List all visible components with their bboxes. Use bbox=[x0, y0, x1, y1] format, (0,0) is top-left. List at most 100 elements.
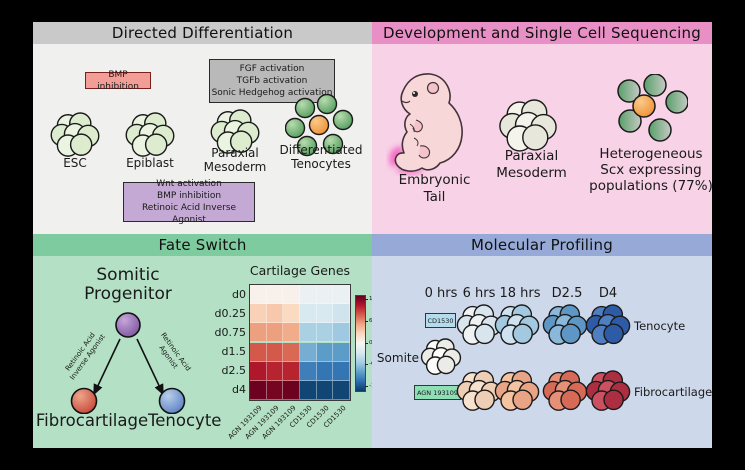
fibrocartilage-cell bbox=[70, 387, 98, 414]
quadrant-fate-switch: Fate Switch Somitic Progenitor bbox=[33, 234, 372, 448]
heatmap-cell bbox=[283, 304, 300, 324]
heatmap-cell bbox=[300, 342, 317, 362]
fibrocartilage-label: Fibrocartilage bbox=[35, 411, 149, 430]
cartilage-genes-heatmap: d0 d0.25 d0.75 d1.5 d2.5 d4 AGN 193109 AGN 1931… bbox=[33, 234, 372, 448]
embryo-mouth bbox=[401, 100, 411, 104]
colorbar-tick-label: 0 bbox=[369, 339, 372, 346]
timepoint-6hrs: 6 hrs bbox=[462, 286, 496, 301]
paraxial-mesoderm-label: Paraxial Mesoderm bbox=[496, 148, 567, 181]
heatmap-cell bbox=[250, 285, 267, 305]
somitic-progenitor-label: Somitic Progenitor bbox=[84, 265, 172, 304]
timepoint-d4: D4 bbox=[598, 286, 618, 301]
heatmap-cell bbox=[283, 323, 300, 343]
cell-cluster-graphic bbox=[542, 304, 588, 345]
heatmap-cell bbox=[283, 285, 300, 305]
embryo-eye-highlight bbox=[413, 92, 415, 94]
quadrant-directed-differentiation: Directed Differentiation BMP inhibition … bbox=[33, 22, 372, 234]
heatmap-cell bbox=[333, 380, 350, 400]
heatmap-cell bbox=[316, 285, 334, 305]
heatmap-row-label: d2.5 bbox=[221, 364, 246, 378]
fgf-activation-box: FGF activation TGFb activation Sonic Hed… bbox=[209, 59, 335, 103]
fibrocartilage-cluster-6hrs bbox=[456, 370, 502, 411]
cell-cluster-graphic bbox=[585, 304, 631, 345]
tenocyte-cluster-6hrs bbox=[456, 304, 502, 345]
graphical-abstract: Directed Differentiation BMP inhibition … bbox=[33, 22, 712, 448]
section-header-directed-differentiation: Directed Differentiation bbox=[33, 22, 372, 44]
section-header-fate-switch: Fate Switch bbox=[33, 234, 372, 256]
heatmap-cell bbox=[250, 342, 267, 362]
fibrocartilage-cluster-18hrs bbox=[494, 370, 540, 411]
cell-cluster-graphic bbox=[499, 99, 557, 152]
heatmap-row-label: d0 bbox=[232, 287, 246, 301]
fgf-box-line: Sonic Hedgehog activation bbox=[211, 88, 333, 98]
tenocyte-cluster-18hrs bbox=[494, 304, 540, 345]
colorbar-tick-mark bbox=[365, 298, 368, 300]
colorbar-tick-label: -6 bbox=[369, 361, 372, 368]
wnt-box-line: Wnt activation bbox=[156, 179, 222, 189]
heatmap-row-label: d1.5 bbox=[221, 345, 246, 359]
heatmap-cell bbox=[266, 323, 284, 343]
differentiated-tenocytes-ring bbox=[285, 94, 354, 157]
wnt-box-line: Retinoic Acid Inverse Agonist bbox=[141, 203, 237, 225]
heatmap-title: Cartilage Genes bbox=[249, 263, 351, 278]
heatmap-cell bbox=[316, 304, 334, 324]
section-title: Development and Single Cell Sequencing bbox=[383, 24, 701, 42]
fibrocartilage-cluster-d4 bbox=[585, 370, 631, 411]
fgf-box-line: TGFb activation bbox=[236, 76, 308, 86]
quadrant-molecular-profiling: Molecular Profiling 0 hrs 6 hrs 18 hrs D… bbox=[372, 234, 712, 448]
heterogeneous-population-ring bbox=[617, 74, 688, 142]
heatmap-cell bbox=[333, 304, 350, 324]
heatmap-row-label: d4 bbox=[232, 383, 246, 397]
embryo-ear bbox=[426, 81, 440, 95]
scx-positive-cell bbox=[308, 114, 330, 136]
heatmap-cell bbox=[266, 285, 284, 305]
section-header-development-sequencing: Development and Single Cell Sequencing bbox=[372, 22, 712, 44]
cell-cluster-graphic bbox=[494, 304, 540, 345]
embryonic-tail-label: Embryonic Tail bbox=[398, 172, 471, 205]
cell-cluster-graphic bbox=[456, 370, 502, 411]
heatmap-cell bbox=[333, 323, 350, 343]
tenocyte-label: Tenocyte bbox=[148, 411, 222, 430]
heatmap-cell bbox=[300, 285, 317, 305]
embryo-body bbox=[394, 73, 463, 172]
quadrant-development-sequencing: Development and Single Cell Sequencing E… bbox=[372, 22, 712, 234]
esc-cell-cluster bbox=[50, 112, 100, 157]
heatmap-cell bbox=[300, 380, 317, 400]
fate-switch-diagram bbox=[70, 312, 186, 414]
timepoint-18hrs: 18 hrs bbox=[499, 286, 541, 301]
heatmap-cell bbox=[250, 361, 267, 381]
heatmap-cell bbox=[250, 380, 267, 400]
heatmap-cell bbox=[266, 361, 284, 381]
embryo-belly-lines bbox=[409, 123, 419, 147]
heatmap-colorbar bbox=[355, 295, 366, 392]
fibrocartilage-row-label: Fibrocartilage bbox=[634, 385, 712, 399]
wnt-box-line: BMP inhibition bbox=[156, 191, 222, 201]
scx-positive-cell bbox=[632, 94, 656, 118]
cell-cluster-graphic bbox=[542, 370, 588, 411]
section-title: Fate Switch bbox=[158, 236, 247, 254]
epiblast-cell-cluster bbox=[125, 112, 175, 157]
paraxial-mesoderm-label: Paraxial Mesoderm bbox=[203, 146, 267, 174]
fgf-box-line: FGF activation bbox=[239, 64, 305, 74]
heatmap-cell bbox=[300, 361, 317, 381]
heatmap-cell bbox=[283, 342, 300, 362]
cell-cluster-graphic bbox=[50, 112, 100, 157]
heatmap-cell bbox=[316, 380, 334, 400]
heatmap-cell bbox=[316, 361, 334, 381]
colorbar-tick-mark bbox=[365, 386, 368, 388]
paraxial-mesoderm-cell-cluster bbox=[210, 109, 260, 154]
embryo-hindlimb bbox=[418, 145, 431, 159]
esc-label: ESC bbox=[63, 156, 87, 170]
heatmap-cell bbox=[266, 380, 284, 400]
somitic-progenitor-cell bbox=[115, 312, 141, 338]
timepoint-0hrs: 0 hrs bbox=[424, 286, 458, 301]
heatmap-cell bbox=[300, 304, 317, 324]
heatmap-cell bbox=[300, 323, 317, 343]
cell-cluster-graphic bbox=[420, 338, 462, 375]
timepoint-d2-5: D2.5 bbox=[551, 286, 583, 301]
heatmap-cell bbox=[283, 380, 300, 400]
colorbar-tick-label: -12 bbox=[369, 383, 372, 390]
wnt-activation-box: Wnt activation BMP inhibition Retinoic A… bbox=[123, 179, 255, 225]
heatmap-cell bbox=[333, 285, 350, 305]
